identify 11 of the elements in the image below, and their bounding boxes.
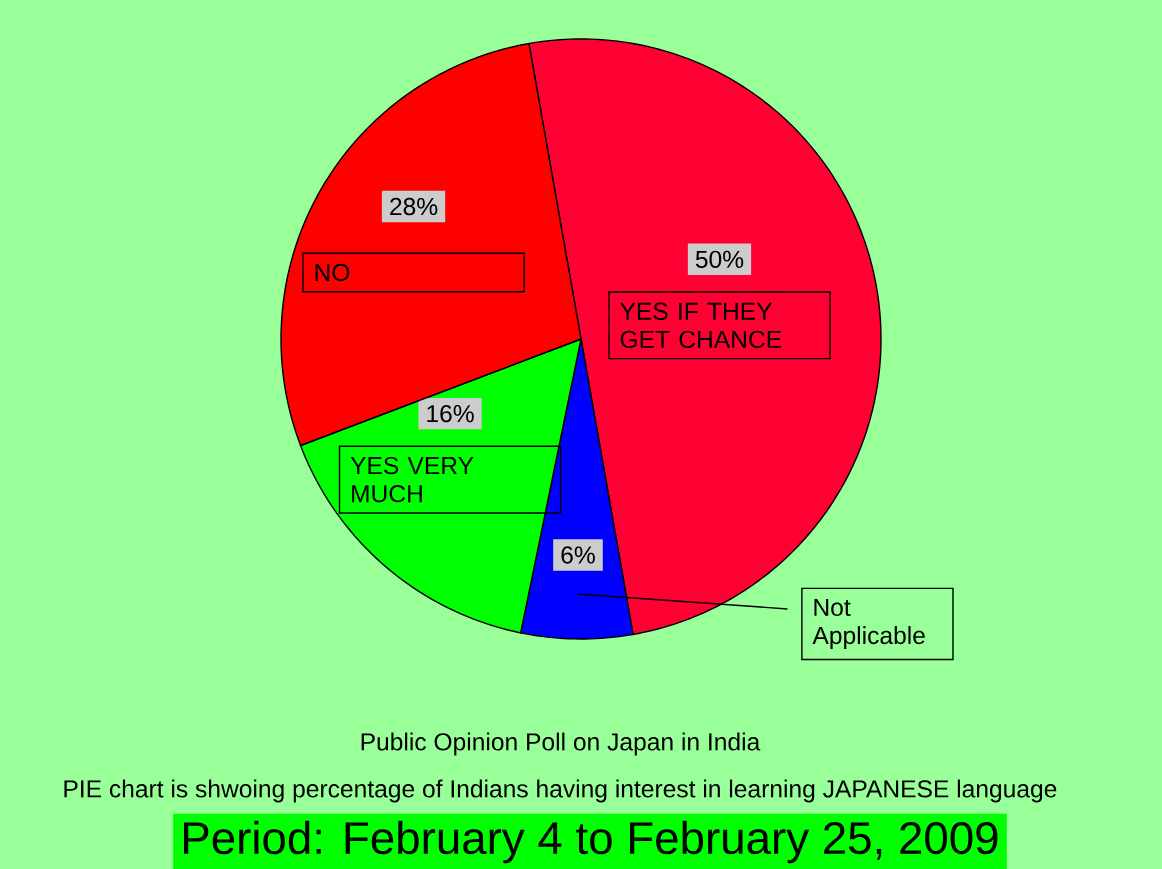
data-label: 16% bbox=[427, 404, 474, 423]
data-label: 28% bbox=[390, 197, 438, 216]
slice-label: Not Applicable bbox=[812, 598, 925, 650]
text: Public Opinion Poll on Japan in India bbox=[361, 732, 761, 756]
text: Period: February 4 to February 25, 2009 bbox=[184, 820, 998, 864]
data-label: 50% bbox=[695, 250, 744, 269]
data-label: 6% bbox=[561, 546, 595, 564]
slice-label: YES VERY MUCH bbox=[350, 456, 474, 503]
slice-label: YES IF THEY GET CHANCE bbox=[620, 302, 782, 349]
text: PIE chart is shwoing percentage of Indians having interest in learning JAPANESE language bbox=[64, 779, 1057, 803]
slice-label: NO bbox=[315, 263, 350, 282]
